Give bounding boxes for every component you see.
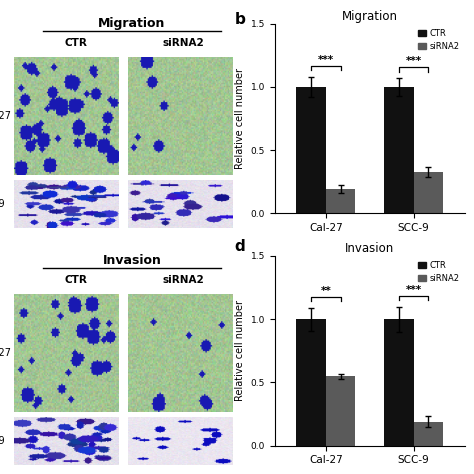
Text: **: ** xyxy=(320,286,331,296)
Bar xyxy=(296,319,326,446)
Title: Migration: Migration xyxy=(342,9,398,23)
Title: Invasion: Invasion xyxy=(345,242,394,255)
Text: -9: -9 xyxy=(0,199,5,209)
Text: ***: *** xyxy=(406,285,422,295)
Text: siRNA2: siRNA2 xyxy=(163,274,204,285)
Bar xyxy=(384,87,414,213)
Legend: CTR, siRNA2: CTR, siRNA2 xyxy=(415,258,463,286)
Text: Migration: Migration xyxy=(98,17,166,29)
Bar xyxy=(414,421,443,446)
Text: -9: -9 xyxy=(0,436,5,446)
Y-axis label: Relative cell number: Relative cell number xyxy=(235,68,245,169)
Text: CTR: CTR xyxy=(65,274,88,285)
Text: CTR: CTR xyxy=(65,37,88,48)
Text: siRNA2: siRNA2 xyxy=(163,37,204,48)
Bar xyxy=(326,189,356,213)
Text: -27: -27 xyxy=(0,111,11,121)
Bar xyxy=(414,172,443,213)
Bar xyxy=(296,87,326,213)
Bar xyxy=(326,376,356,446)
Text: ***: *** xyxy=(406,56,422,66)
Bar xyxy=(384,319,414,446)
Y-axis label: Relative cell number: Relative cell number xyxy=(235,300,245,401)
Text: -27: -27 xyxy=(0,348,11,358)
Text: b: b xyxy=(235,12,246,27)
Legend: CTR, siRNA2: CTR, siRNA2 xyxy=(415,26,463,54)
Text: ***: *** xyxy=(318,55,334,65)
Text: Invasion: Invasion xyxy=(102,254,162,266)
Text: d: d xyxy=(235,239,246,255)
